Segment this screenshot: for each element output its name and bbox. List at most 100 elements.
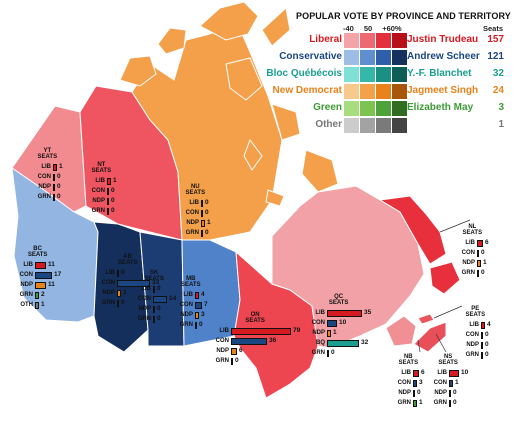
seat-bar (413, 399, 417, 407)
legend-party-name: Conservative (279, 51, 342, 62)
seat-count: 1 (419, 398, 423, 406)
seat-party-label: GRN (37, 194, 51, 200)
legend-party-name: Liberal (309, 34, 342, 45)
seat-bar (327, 349, 329, 357)
seat-count: 6 (239, 346, 243, 354)
seat-count: 0 (157, 314, 161, 322)
seat-count: 0 (121, 298, 125, 306)
seat-count: 0 (157, 304, 161, 312)
province-abbr: NU (190, 184, 200, 190)
seat-row-bq: BQ 32 (306, 338, 371, 348)
seat-party-label: CON (215, 338, 229, 344)
region-arctic-islands-4 (157, 27, 187, 55)
legend-leader-name: Y.-F. Blanchet (407, 68, 472, 79)
province-abbr: ON (250, 312, 260, 318)
legend-swatch (376, 67, 391, 82)
legend-swatch (344, 33, 359, 48)
seat-count: 0 (57, 192, 61, 200)
seat-box-nu: NU SEATS LIB 0 CON 0 NDP 1 GRN 0 (180, 184, 211, 238)
region-arctic-islands-3 (119, 55, 157, 87)
seat-party-label: LIB (189, 200, 199, 206)
seat-bar (413, 369, 419, 377)
scale-label-high: +60% (382, 24, 402, 33)
seat-row-con: CON 3 (392, 378, 425, 388)
seat-bar (53, 163, 57, 171)
legend-swatch-group (344, 118, 407, 133)
seat-bar (107, 177, 111, 185)
seat-box-header: NS SEATS (428, 354, 468, 366)
seat-box-header: QC SEATS (306, 294, 371, 306)
seats-label: SEATS (328, 300, 349, 306)
legend-swatch (392, 101, 407, 116)
legend-seat-count: 32 (492, 68, 504, 79)
seat-bar (117, 289, 121, 297)
seat-bar (449, 379, 453, 387)
seat-party-label: LIB (401, 370, 411, 376)
seat-party-label: NDP (138, 306, 151, 312)
seat-count: 0 (111, 186, 115, 194)
seat-party-label: CON (19, 272, 33, 278)
seat-row-ndp: NDP 0 (32, 182, 63, 192)
seat-party-label: NDP (462, 260, 475, 266)
seat-count: 6 (421, 368, 425, 376)
seat-box-header: NL SEATS (456, 224, 489, 236)
seat-row-lib: LIB 11 (14, 260, 61, 270)
seat-party-label: LIB (41, 164, 51, 170)
seat-count: 0 (111, 196, 115, 204)
province-abbr: YT (43, 148, 52, 154)
legend-row-bloc-qu-b-cois: Bloc Québécois Y.-F. Blanchet 32 (258, 67, 508, 83)
seat-row-con: CON 36 (210, 336, 300, 346)
province-abbr: PE (471, 306, 480, 312)
seat-count: 10 (461, 368, 469, 376)
seat-bar (35, 291, 39, 299)
legend-swatch (360, 101, 375, 116)
seat-box-mb: MB SEATS LIB 4 CON 7 NDP 3 GRN 0 (174, 276, 208, 330)
seat-row-grn: GRN 0 (86, 206, 117, 216)
seat-count: 0 (485, 340, 489, 348)
province-abbr: MB (186, 276, 196, 282)
seat-row-lib: LIB 1 (32, 162, 63, 172)
region-arctic-islands-8 (271, 103, 301, 141)
legend-swatch (344, 118, 359, 133)
seat-row-lib: LIB 1 (86, 176, 117, 186)
seats-label: SEATS (438, 360, 458, 366)
legend-row-other: Other 1 (258, 118, 508, 134)
seat-party-label: LIB (105, 270, 115, 276)
seat-party-label: NDP (186, 220, 199, 226)
seat-bar (231, 357, 233, 365)
seat-party-label: GRN (91, 208, 105, 214)
seat-row-ndp: NDP 1 (96, 288, 159, 298)
seat-row-con: CON 0 (456, 248, 489, 258)
seat-count: 4 (487, 320, 491, 328)
seat-row-con: CON 17 (14, 270, 61, 280)
seat-count: 1 (483, 258, 487, 266)
seat-bar (477, 269, 479, 277)
seat-party-label: GRN (19, 292, 33, 298)
seat-row-grn: GRN 0 (96, 298, 159, 308)
seats-label: SEATS (144, 276, 164, 282)
region-bc (11, 166, 99, 323)
seat-bar (201, 219, 205, 227)
seat-bar (117, 269, 119, 277)
seat-row-ndp: NDP 1 (456, 258, 489, 268)
seat-box-header: MB SEATS (174, 276, 208, 288)
province-abbr: QC (334, 294, 344, 300)
region-ns (413, 321, 447, 353)
seat-bar (449, 389, 451, 397)
legend-party-name: New Democrat (272, 85, 342, 96)
seats-label: SEATS (465, 312, 486, 318)
seat-party-label: CON (465, 332, 479, 338)
seat-party-label: GRN (137, 316, 151, 322)
seat-box-header: NT SEATS (86, 162, 117, 174)
seat-count: 6 (485, 238, 489, 246)
region-arctic-islands-7 (225, 57, 263, 101)
legend-swatch (360, 67, 375, 82)
seat-bar (153, 285, 155, 293)
seat-row-grn: GRN 2 (14, 290, 61, 300)
legend-swatch (376, 84, 391, 99)
seat-count: 0 (57, 172, 61, 180)
seat-bar (117, 299, 119, 307)
legend-swatch (376, 33, 391, 48)
legend-seat-count: 157 (487, 34, 504, 45)
